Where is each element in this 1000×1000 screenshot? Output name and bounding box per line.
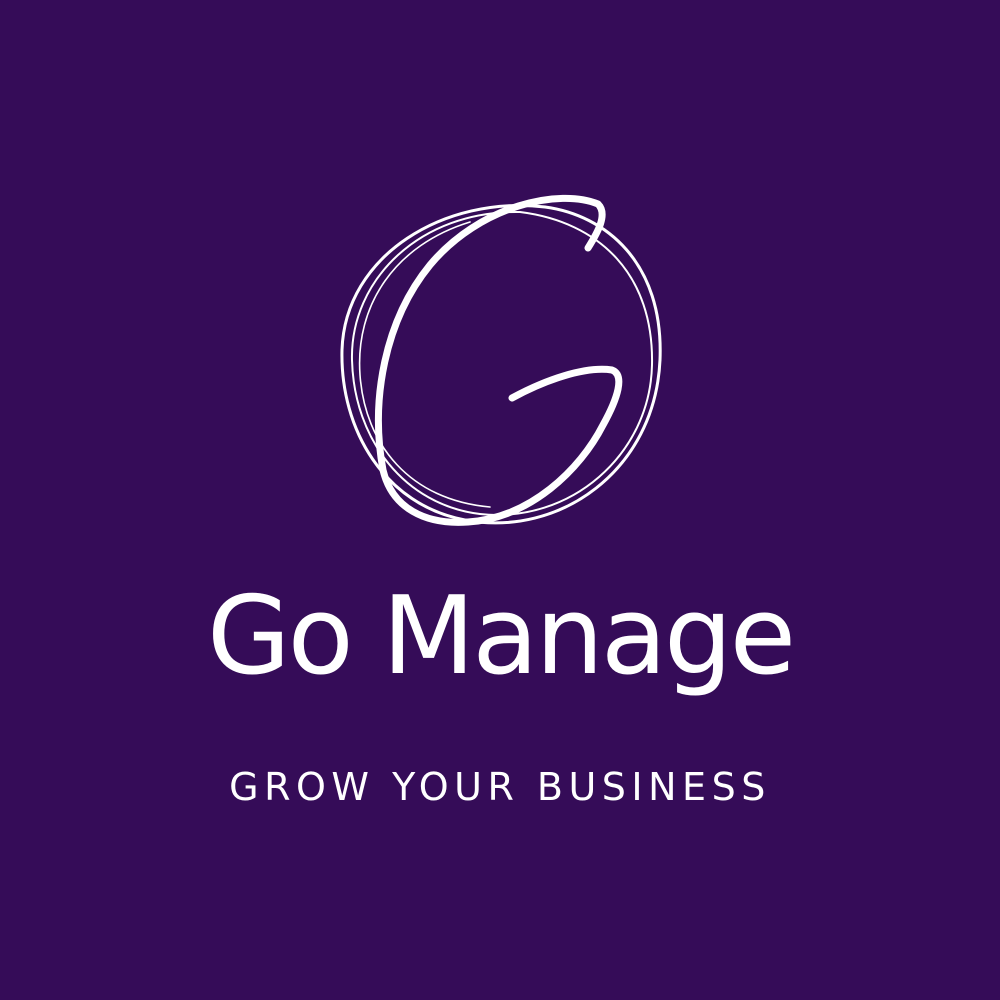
brand-name: Go Manage (206, 574, 796, 699)
brand-tagline: GROW YOUR BUSINESS (229, 765, 771, 809)
logo-g-circle-icon (330, 185, 670, 530)
